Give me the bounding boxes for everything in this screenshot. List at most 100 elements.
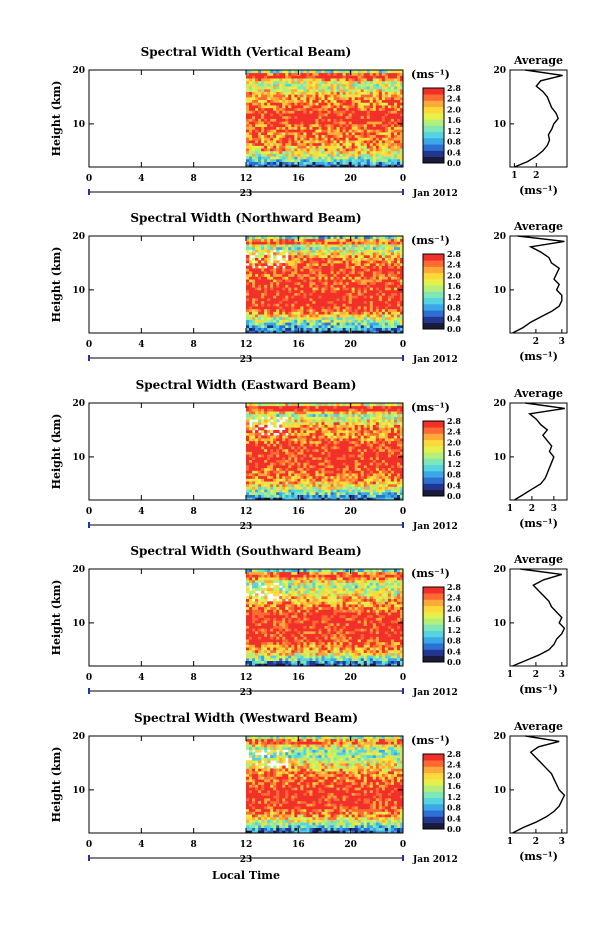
heatmap-cell <box>291 115 295 119</box>
colorbar-swatch <box>423 100 444 108</box>
heatmap-cell <box>339 451 344 455</box>
heatmap-cell <box>399 265 404 269</box>
heatmap-cell <box>279 161 283 165</box>
heatmap-cell <box>270 238 274 242</box>
heatmap-cell <box>378 478 383 482</box>
heatmap-cell <box>384 454 389 458</box>
heatmap-cell <box>354 497 359 501</box>
heatmap-cell <box>396 131 401 136</box>
heatmap-cell <box>318 131 322 136</box>
heatmap-cell <box>351 105 356 109</box>
heatmap-cell <box>282 295 286 299</box>
heatmap-cell <box>276 467 280 471</box>
heatmap-cell <box>297 327 301 331</box>
heatmap-cell <box>261 241 265 245</box>
heatmap-cell <box>294 75 298 79</box>
heatmap-cell <box>312 249 316 253</box>
heatmap-cell <box>351 276 356 280</box>
heatmap-cell <box>315 489 319 493</box>
heatmap-cell <box>318 102 322 106</box>
heatmap-cell <box>357 131 362 136</box>
heatmap-cell <box>339 70 344 74</box>
heatmap-cell <box>258 454 262 458</box>
heatmap-cell <box>396 244 401 248</box>
heatmap-cell <box>369 443 374 447</box>
heatmap-cell <box>279 107 283 111</box>
heatmap-cell <box>399 478 404 482</box>
heatmap-cell <box>351 473 356 477</box>
heatmap-cell <box>351 486 356 490</box>
heatmap-cell <box>399 80 404 84</box>
heatmap-cell <box>360 150 365 154</box>
heatmap-cell <box>357 121 362 125</box>
heatmap-cell <box>366 297 371 302</box>
heatmap-cell <box>387 257 392 261</box>
heatmap-cell <box>288 91 292 95</box>
heatmap-cell <box>288 316 292 320</box>
heatmap-cell <box>282 287 286 291</box>
heatmap-cell <box>339 113 344 117</box>
heatmap-cell <box>396 80 401 84</box>
heatmap-cell <box>315 324 319 329</box>
heatmap-cell <box>297 161 301 165</box>
heatmap-cell <box>309 96 313 101</box>
heatmap-cell <box>351 273 356 277</box>
heatmap-cell <box>279 72 283 76</box>
heatmap-cell <box>375 451 380 455</box>
heatmap-cell <box>336 454 340 458</box>
heatmap-cell <box>309 330 313 334</box>
heatmap-cell <box>300 284 304 288</box>
heatmap-cell <box>315 107 319 111</box>
heatmap-cell <box>252 164 256 168</box>
heatmap-cell <box>384 260 389 264</box>
heatmap-cell <box>321 129 325 133</box>
heatmap-cell <box>375 462 380 466</box>
heatmap-cell <box>375 486 380 490</box>
heatmap-cell <box>294 161 298 165</box>
heatmap-cell <box>381 158 386 163</box>
heatmap-cell <box>297 88 301 92</box>
heatmap-cell <box>294 113 298 117</box>
heatmap-cell <box>366 459 371 463</box>
heatmap-cell <box>258 96 262 101</box>
heatmap-cell <box>276 107 280 111</box>
heatmap-cell <box>321 252 325 256</box>
heatmap-cell <box>321 284 325 288</box>
heatmap-cell <box>399 486 404 490</box>
heatmap-cell <box>291 273 295 277</box>
heatmap-cell <box>375 121 380 125</box>
heatmap-cell <box>315 145 319 149</box>
heatmap-cell <box>294 281 298 285</box>
heatmap-cell <box>366 481 371 485</box>
heatmap-cell <box>381 257 386 261</box>
heatmap-cell <box>357 238 362 242</box>
heatmap-cell <box>381 289 386 293</box>
heatmap-cell <box>261 454 265 458</box>
heatmap-cell <box>384 497 389 501</box>
avg-title: Average <box>513 54 563 67</box>
heatmap-cell <box>363 238 368 242</box>
heatmap-cell <box>276 456 280 460</box>
heatmap-cell <box>252 489 256 493</box>
heatmap-cell <box>261 308 265 312</box>
heatmap-cell <box>399 158 404 163</box>
heatmap-cell <box>339 252 344 256</box>
heatmap-cell <box>378 110 383 114</box>
heatmap-cell <box>303 121 307 125</box>
colorbar-tick-label: 0.4 <box>447 147 461 157</box>
heatmap-cell <box>324 126 328 130</box>
heatmap-cell <box>342 456 347 460</box>
heatmap-cell <box>279 96 283 101</box>
heatmap-cell <box>336 158 340 163</box>
heatmap-cell <box>390 241 395 245</box>
heatmap-cell <box>381 134 386 138</box>
heatmap-cell <box>369 289 374 293</box>
heatmap-cell <box>357 464 362 469</box>
heatmap-cell <box>312 297 316 302</box>
heatmap-cell <box>348 83 353 87</box>
heatmap-cell <box>375 303 380 307</box>
heatmap-cell <box>288 459 292 463</box>
heatmap-cell <box>312 448 316 452</box>
heatmap-cell <box>354 306 359 310</box>
heatmap-cell <box>366 140 371 144</box>
